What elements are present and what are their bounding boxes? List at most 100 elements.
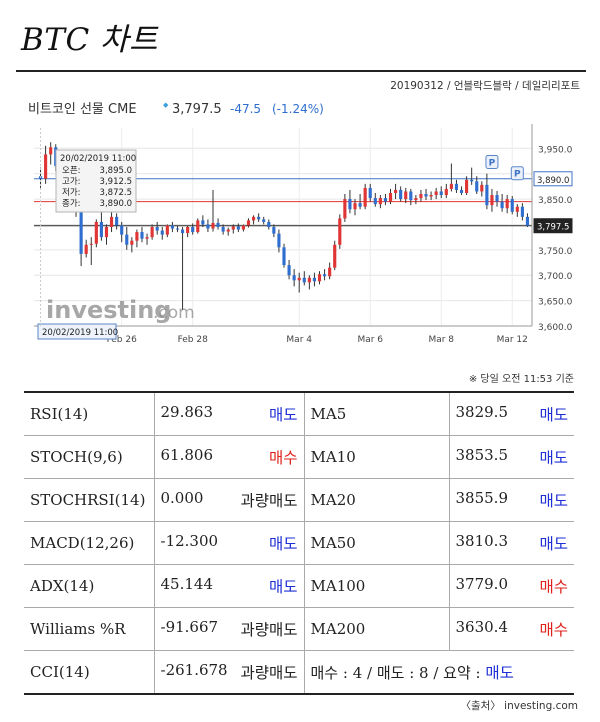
event-marker-label: P: [514, 170, 521, 180]
indicator-signal: 매도: [268, 406, 298, 424]
candle-body: [525, 216, 530, 226]
candle-body: [140, 232, 144, 239]
ma-signal: 매도: [539, 449, 568, 467]
candle-body: [267, 221, 271, 227]
indicator-name: CCI(14): [24, 650, 154, 695]
candle-body: [419, 194, 423, 199]
candle-body: [424, 194, 428, 197]
candle-body: [170, 225, 174, 229]
candle-body: [323, 274, 327, 277]
candle-body: [444, 188, 448, 196]
indicator-value-text: -261.678: [160, 661, 228, 679]
indicator-value-text: 29.863: [160, 403, 214, 421]
candle-body: [115, 216, 119, 226]
indicator-row: CCI(14) -261.678 과량매도 매수 : 4 / 매도 : 8 / 요약 …: [24, 650, 574, 695]
current-price: 3,797.5: [172, 102, 222, 117]
indicator-row: STOCH(9,6) 61.806 매수 MA10 3853.5 매도: [24, 435, 574, 479]
candle-body: [515, 206, 519, 212]
ma-signal: 매도: [539, 492, 568, 510]
ma-value: 3855.9 매도: [448, 478, 574, 522]
candle-body: [404, 191, 408, 200]
candle-body: [470, 179, 474, 182]
candle-body: [394, 189, 398, 193]
investing-watermark: investing .com: [46, 296, 195, 324]
tooltip-key: 오픈:: [62, 166, 81, 176]
event-marker: [510, 166, 524, 181]
candle-body: [125, 234, 129, 245]
event-markers: PP: [485, 155, 524, 181]
candle-body: [262, 219, 266, 222]
x-tick-label: Mar 12: [497, 335, 528, 345]
indicator-row: RSI(14) 29.863 매도 MA5 3829.5 매도: [24, 391, 574, 436]
candle-body: [373, 198, 377, 205]
level-label: 3,890.0: [537, 176, 569, 186]
ma-value: 3829.5 매도: [448, 391, 574, 436]
candle-body: [383, 198, 388, 202]
indicator-name: STOCHRSI(14): [24, 478, 154, 522]
ma-name: MA10: [303, 435, 449, 479]
price-chart[interactable]: 비트코인 선물 CME ◆ 3,797.5 -47.5 (-1.24%) 3,8…: [26, 94, 574, 360]
candle-body: [109, 216, 114, 227]
ma-signal: 매도: [539, 535, 568, 553]
candle-body: [368, 187, 372, 199]
event-marker: [485, 155, 499, 170]
level-label: 3,797.5: [537, 223, 569, 233]
candle-body: [520, 206, 524, 217]
y-tick-label: 3,650.0: [538, 298, 573, 308]
level-label-box: [533, 218, 573, 234]
summary-text: 매수 : 4 / 매도 : 8 / 요약 :: [310, 664, 486, 682]
tooltip-key: 저가:: [62, 188, 81, 198]
indicator-value: -91.667 과량매도: [153, 607, 304, 651]
indicator-value: 0.000 과량매도: [153, 478, 304, 522]
indicator-name: ADX(14): [24, 564, 154, 608]
instrument-name: 비트코인 선물 CME: [28, 102, 137, 117]
candle-body: [287, 265, 291, 276]
candle-body: [236, 226, 240, 230]
ma-name: MA200: [303, 607, 449, 651]
y-tick-label: 3,600.0: [538, 323, 573, 333]
indicator-value: 61.806 매수: [153, 435, 304, 479]
candle-body: [414, 198, 418, 201]
indicator-value-text: -12.300: [160, 532, 219, 550]
candle-body: [282, 247, 286, 266]
indicator-name: MACD(12,26): [24, 521, 154, 565]
candle-body: [130, 240, 134, 245]
ma-name: MA100: [303, 564, 449, 608]
candlestick-chart[interactable]: 비트코인 선물 CME ◆ 3,797.5 -47.5 (-1.24%) 3,8…: [26, 94, 574, 360]
x-tick-label: Feb 26: [107, 335, 138, 345]
ma-name-text: MA20: [310, 491, 356, 509]
watermark-suffix: .com: [153, 303, 195, 323]
candle-body: [150, 227, 154, 238]
ma-name-text: MA10: [310, 448, 356, 466]
candle-body: [485, 184, 489, 206]
ma-name-text: MA100: [310, 577, 366, 595]
ma-value-text: 3779.0: [455, 575, 509, 593]
tooltip-key: 고가:: [62, 177, 81, 187]
candle-body: [49, 147, 53, 155]
candle-body: [155, 227, 159, 231]
cursor-date-box: [37, 323, 117, 340]
candle-body: [307, 277, 311, 283]
candle-body: [99, 221, 103, 238]
level-label-box: [533, 171, 573, 187]
candle-body: [449, 183, 453, 189]
y-tick-label: 3,850.0: [538, 196, 573, 206]
summary-result: 매도: [485, 664, 514, 682]
candle-body: [333, 244, 337, 268]
ma-name-text: MA5: [310, 405, 347, 423]
candle-body: [480, 184, 484, 192]
candle-body: [231, 226, 235, 230]
candle-body: [272, 227, 276, 234]
candle-body: [328, 267, 332, 277]
credit-line: 20190312 / 언블락드블락 / 데일리리포트: [390, 80, 580, 92]
candle-body: [358, 203, 362, 207]
candle-body: [145, 237, 149, 239]
candle-body: [201, 220, 205, 225]
indicator-signal: 매도: [268, 578, 298, 596]
indicator-row: MACD(12,26) -12.300 매도 MA50 3810.3 매도: [24, 521, 574, 565]
ma-value: 3810.3 매도: [448, 521, 574, 565]
candle-body: [353, 203, 357, 210]
indicator-value-text: 61.806: [160, 446, 214, 464]
indicator-signal: 과량매도: [240, 664, 298, 682]
indicator-name: Williams %R: [24, 607, 154, 651]
